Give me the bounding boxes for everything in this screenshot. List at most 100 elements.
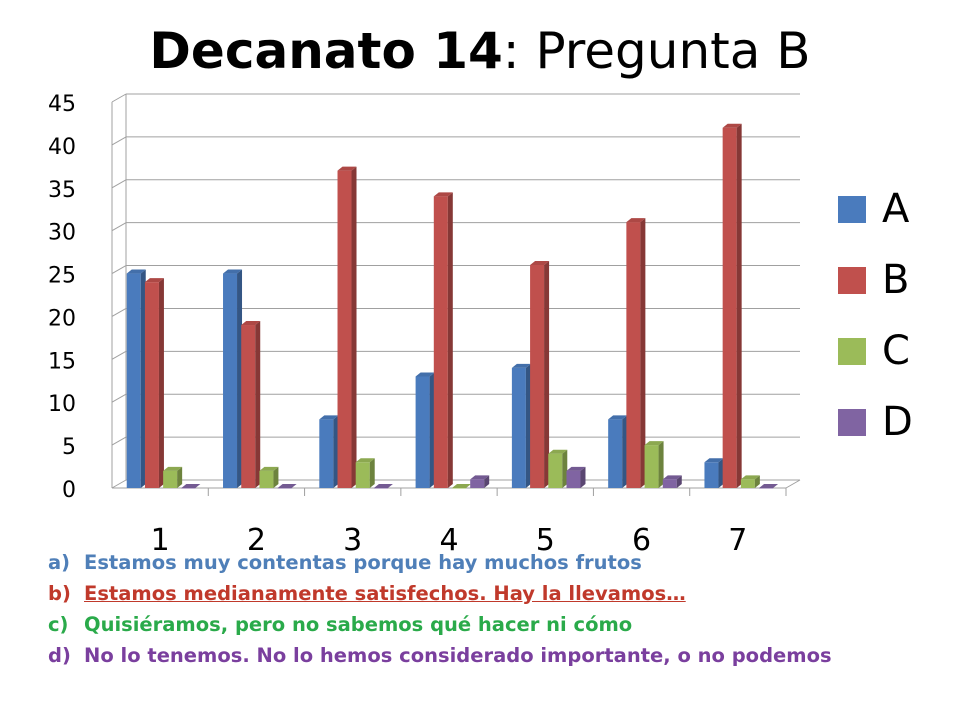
bar-b-4-top: [433, 192, 453, 197]
y-tick-label-5: 5: [62, 435, 76, 460]
y-tick-label-0: 0: [62, 478, 76, 503]
x-tick-label-5: 5: [536, 523, 555, 558]
bar-b-7-top: [722, 123, 742, 128]
bar-a-6-top: [608, 415, 628, 420]
bar-a-1-top: [126, 269, 146, 274]
gridline-side-35: [111, 179, 127, 189]
note-marker-b: b): [48, 582, 71, 605]
x-tick-label-6: 6: [632, 523, 651, 558]
bar-d-5: [566, 470, 581, 488]
gridline-side-15: [111, 350, 127, 360]
bar-b-4: [433, 196, 448, 488]
bar-c-3-side: [369, 458, 375, 488]
note-text-a: Estamos muy contentas porque hay muchos …: [84, 551, 642, 574]
legend-swatch-a: [838, 196, 866, 223]
bar-a-3: [319, 419, 334, 488]
legend-label-d: D: [882, 399, 913, 445]
bar-b-5-top: [530, 260, 550, 265]
bar-a-5: [511, 367, 526, 488]
bar-d-7: [759, 488, 774, 489]
bar-b-1-top: [144, 278, 164, 283]
note-marker-d: d): [48, 644, 71, 667]
bar-a-3-top: [319, 415, 339, 420]
bar-c-7: [740, 479, 755, 488]
bar-b-2-side: [255, 321, 261, 488]
bar-a-6-side: [622, 415, 628, 488]
bar-d-4: [470, 479, 485, 488]
y-tick-label-25: 25: [48, 264, 76, 289]
title-bold-part: Decanato 14: [149, 22, 503, 80]
bar-c-3: [355, 462, 370, 488]
y-tick-label-30: 30: [48, 221, 76, 246]
chart-title: Decanato 14: Pregunta B: [0, 22, 960, 80]
gridline-side-5: [111, 436, 127, 446]
bar-d-3-top: [373, 484, 393, 488]
legend-label-b: B: [882, 257, 910, 303]
note-marker-a: a): [48, 551, 71, 574]
bar-d-5-top: [566, 466, 586, 471]
note-b: b) Estamos medianamente satisfechos. Hay …: [48, 581, 948, 612]
bar-a-2: [223, 273, 238, 488]
note-text-d: No lo tenemos. No lo hemos considerado i…: [84, 644, 832, 667]
bar-c-7-side: [754, 475, 760, 488]
bar-d-4-side: [484, 475, 490, 488]
bar-a-5-top: [511, 363, 531, 368]
bar-c-6: [644, 445, 659, 488]
title-rest-part: : Pregunta B: [502, 22, 811, 80]
bar-c-1-side: [177, 466, 183, 488]
bar-a-4-top: [415, 372, 435, 377]
note-marker-c: c): [48, 613, 69, 636]
bar-c-5-top: [548, 449, 568, 454]
bar-d-6: [662, 479, 677, 488]
bar-c-4-top: [452, 484, 471, 488]
bar-c-6-top: [644, 441, 664, 446]
legend-swatch-c: [838, 338, 866, 365]
bar-c-2-side: [273, 466, 279, 488]
bar-c-2-top: [259, 466, 279, 471]
bar-b-4-side: [447, 192, 453, 488]
legend-label-a: A: [882, 186, 910, 232]
x-tick-label-2: 2: [247, 523, 266, 558]
x-tick-label-4: 4: [439, 523, 458, 558]
bar-a-4: [415, 376, 430, 488]
bar-d-7-top: [759, 484, 779, 488]
gridline-side-45: [111, 93, 127, 103]
x-tick-label-7: 7: [728, 523, 747, 558]
bar-c-7-top: [740, 475, 760, 480]
legend-swatch-b: [838, 267, 866, 294]
bar-c-5-side: [562, 449, 568, 488]
bar-c-2: [259, 470, 274, 488]
bar-a-3-side: [333, 415, 339, 488]
bar-c-6-side: [658, 441, 664, 488]
bar-c-1-top: [163, 466, 183, 471]
bar-d-2-top: [277, 484, 297, 488]
bar-a-7-top: [704, 458, 724, 463]
bar-c-5: [548, 453, 563, 488]
gridline-side-20: [111, 308, 127, 317]
gridline-side-40: [111, 136, 127, 146]
bar-c-1: [163, 470, 178, 488]
y-tick-label-10: 10: [48, 392, 76, 417]
y-tick-label-15: 15: [48, 349, 76, 374]
bar-b-7-side: [736, 123, 742, 488]
bar-b-2-top: [241, 321, 261, 326]
bar-a-7-side: [718, 458, 724, 488]
bar-a-1: [126, 273, 141, 488]
bar-a-4-side: [429, 372, 435, 488]
bar-a-7: [704, 462, 719, 488]
y-tick-label-40: 40: [48, 135, 76, 160]
bar-b-1: [144, 282, 159, 488]
bar-b-6-side: [640, 218, 646, 489]
y-tick-label-35: 35: [48, 178, 76, 203]
bar-b-1-side: [158, 278, 164, 488]
bar-d-2: [277, 488, 292, 489]
bar-b-6: [626, 222, 641, 489]
bar-a-2-top: [223, 269, 243, 274]
bar-c-4: [452, 488, 466, 489]
bar-b-3-side: [351, 166, 357, 488]
bar-b-3-top: [337, 166, 357, 171]
gridline-side-30: [111, 222, 127, 232]
gridline-side-10: [111, 393, 127, 403]
bar-d-3: [373, 488, 388, 489]
bar-b-6-top: [626, 218, 646, 223]
